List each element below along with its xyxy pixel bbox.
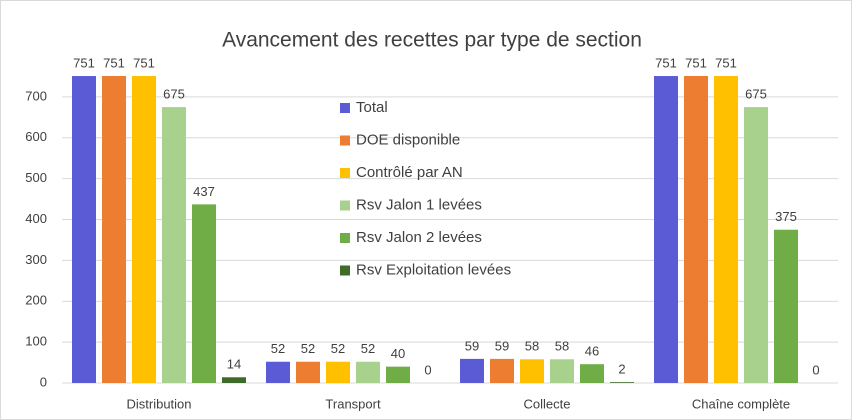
data-label: 751 — [655, 55, 677, 70]
data-label: 40 — [391, 346, 405, 361]
data-label: 751 — [133, 55, 155, 70]
legend-label: Contrôlé par AN — [356, 164, 463, 181]
data-label: 751 — [73, 55, 95, 70]
legend-label: Rsv Jalon 1 levées — [356, 196, 482, 213]
data-label: 0 — [812, 362, 819, 377]
data-label: 59 — [495, 338, 509, 353]
y-tick-label: 100 — [25, 334, 47, 349]
data-label: 751 — [103, 55, 125, 70]
bar — [774, 229, 798, 383]
y-tick-label: 300 — [25, 252, 47, 267]
y-tick-label: 400 — [25, 211, 47, 226]
bar — [296, 361, 320, 383]
bar — [326, 361, 350, 383]
bar — [714, 76, 738, 383]
data-label: 2 — [618, 362, 625, 377]
legend-label: Rsv Jalon 2 levées — [356, 229, 482, 246]
bar — [386, 366, 410, 383]
legend-label: DOE disponible — [356, 131, 460, 148]
bar — [72, 76, 96, 383]
bar — [162, 107, 186, 383]
bar — [266, 361, 290, 383]
bar — [684, 76, 708, 383]
data-label: 437 — [193, 184, 215, 199]
bar — [744, 107, 768, 383]
bar — [132, 76, 156, 383]
x-tick-label: Distribution — [126, 396, 191, 411]
data-label: 751 — [685, 55, 707, 70]
y-tick-label: 700 — [25, 88, 47, 103]
data-label: 0 — [424, 362, 431, 377]
y-tick-label: 0 — [40, 374, 47, 389]
legend-swatch — [340, 168, 350, 178]
bar — [610, 382, 634, 383]
data-label: 751 — [715, 55, 737, 70]
bar — [356, 361, 380, 383]
legend-label: Rsv Exploitation levées — [356, 261, 511, 278]
legend-swatch — [340, 103, 350, 113]
bar — [102, 76, 126, 383]
bar — [192, 204, 216, 383]
legend-swatch — [340, 135, 350, 146]
bar — [550, 359, 574, 383]
x-tick-label: Transport — [325, 396, 381, 411]
y-tick-label: 200 — [25, 293, 47, 308]
x-tick-label: Collecte — [524, 396, 571, 411]
data-label: 58 — [525, 339, 539, 354]
legend-swatch — [340, 233, 350, 243]
data-label: 52 — [271, 341, 285, 356]
bar — [222, 377, 246, 383]
data-label: 52 — [361, 341, 375, 356]
legend-label: Total — [356, 99, 388, 116]
x-tick-label: Chaîne complète — [692, 396, 790, 411]
data-label: 59 — [465, 338, 479, 353]
bar — [580, 364, 604, 383]
legend-swatch — [340, 200, 350, 211]
data-label: 675 — [745, 87, 767, 102]
bar — [490, 358, 514, 383]
data-label: 14 — [227, 357, 241, 372]
data-label: 58 — [555, 339, 569, 354]
bar — [460, 358, 484, 383]
data-label: 52 — [301, 341, 315, 356]
y-tick-label: 500 — [25, 170, 47, 185]
data-label: 675 — [163, 87, 185, 102]
chart-title: Avancement des recettes par type de sect… — [222, 29, 642, 52]
bar — [654, 76, 678, 383]
data-label: 52 — [331, 341, 345, 356]
y-tick-label: 600 — [25, 129, 47, 144]
data-label: 375 — [775, 209, 797, 224]
legend-swatch — [340, 265, 350, 276]
data-label: 46 — [585, 344, 599, 359]
bar — [520, 359, 544, 383]
